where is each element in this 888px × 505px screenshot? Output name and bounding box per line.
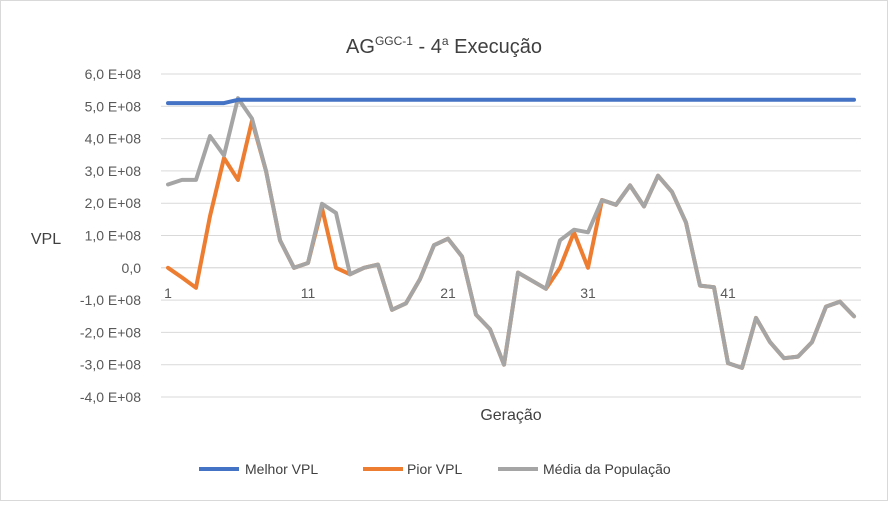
y-tick-label: 6,0 E+08 (85, 66, 142, 82)
series-line-3 (166, 96, 856, 370)
gridlines (161, 73, 861, 398)
y-axis-label: VPL (31, 231, 61, 248)
chart-title: AGGGC-1 - 4a Execução (346, 34, 542, 58)
chart-title-main: AG (346, 36, 375, 58)
y-tick-label: 5,0 E+08 (85, 98, 142, 114)
y-tick-label: -2,0 E+08 (80, 324, 141, 340)
y-axis-ticks: 6,0 E+08 5,0 E+08 4,0 E+08 3,0 E+08 2,0 E+08… (80, 66, 141, 405)
y-tick-label: 4,0 E+08 (85, 131, 142, 147)
x-axis-label: Geração (480, 407, 541, 424)
x-tick-label: 41 (720, 285, 736, 301)
chart-title-superscript: GGC-1 (375, 34, 413, 48)
chart-title-tail: Execução (449, 36, 542, 58)
y-tick-label: 0,0 (122, 260, 142, 276)
x-tick-label: 21 (440, 285, 456, 301)
y-tick-label: -1,0 E+08 (80, 292, 141, 308)
chart-title-suffix: - 4 (413, 36, 442, 58)
y-tick-label: -4,0 E+08 (80, 389, 141, 405)
x-tick-label: 1 (164, 285, 172, 301)
series-line-1 (166, 97, 856, 106)
x-axis-ticks: 1 11 21 31 41 (164, 285, 736, 301)
y-tick-label: 3,0 E+08 (85, 163, 142, 179)
legend-label: Melhor VPL (245, 461, 318, 477)
legend-label: Média da População (543, 461, 671, 477)
y-tick-label: 1,0 E+08 (85, 228, 142, 244)
x-tick-label: 11 (301, 285, 316, 301)
legend: Melhor VPL Pior VPL Média da População (199, 461, 671, 477)
chart-title-suffix-superscript: a (442, 34, 449, 48)
series-lines (166, 96, 856, 370)
y-tick-label: 2,0 E+08 (85, 195, 142, 211)
legend-label: Pior VPL (407, 461, 462, 477)
x-tick-label: 31 (580, 285, 596, 301)
y-tick-label: -3,0 E+08 (80, 357, 141, 373)
